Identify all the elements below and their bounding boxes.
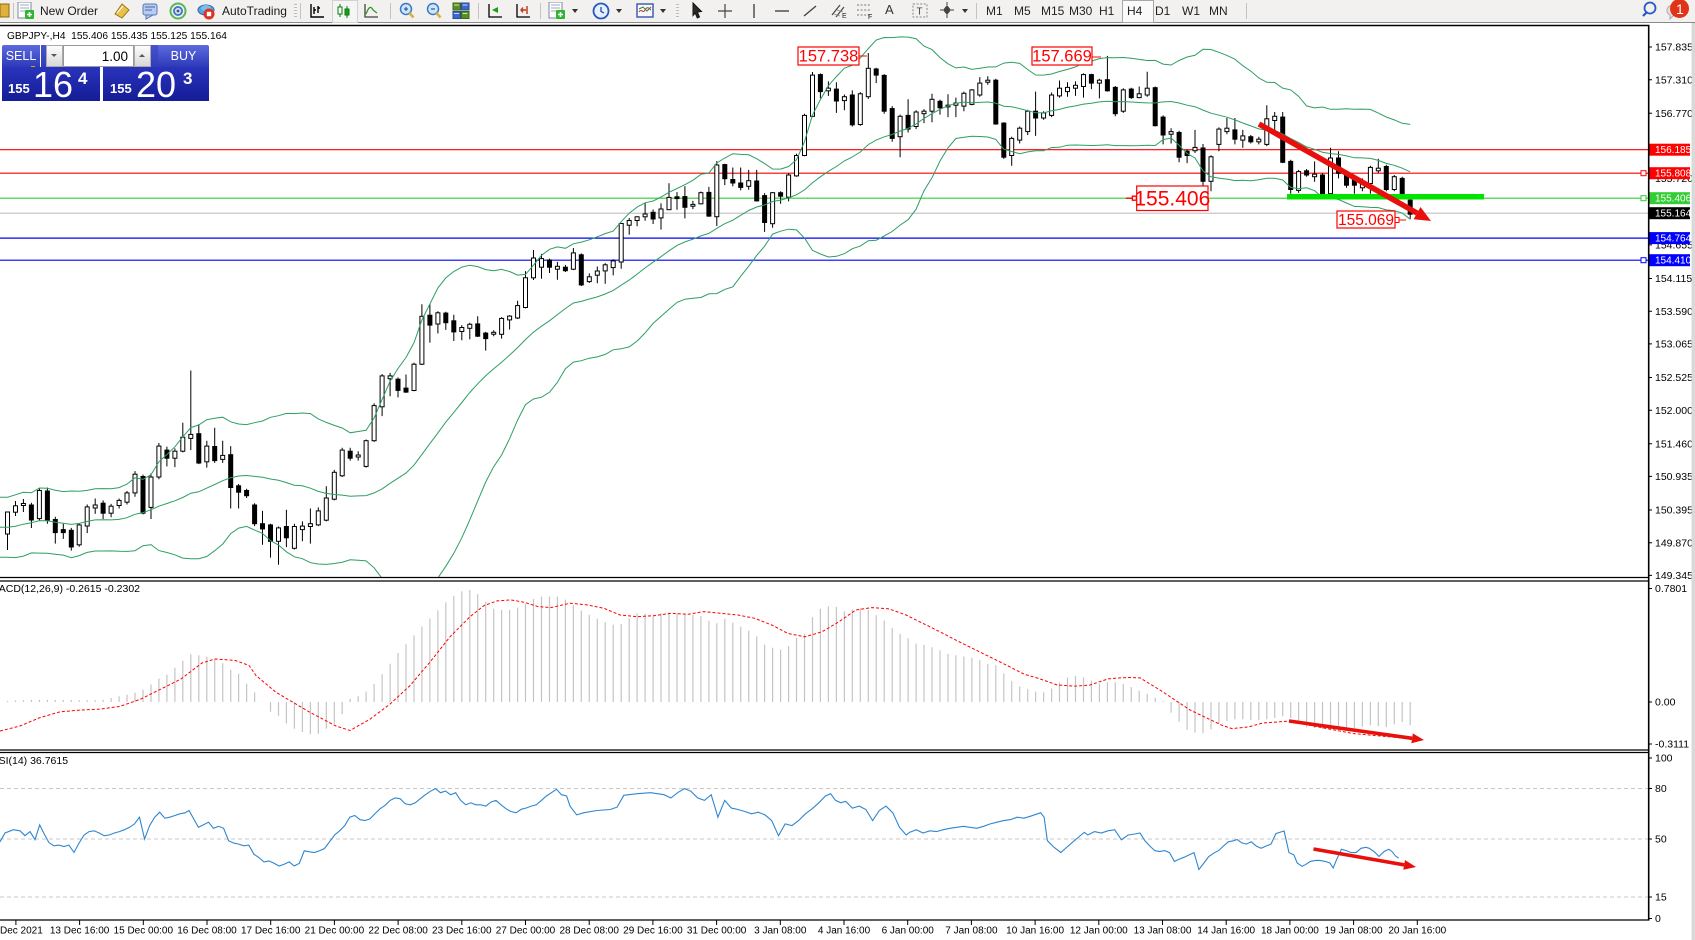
svg-text:7 Jan 08:00: 7 Jan 08:00: [945, 926, 998, 937]
svg-text:19 Jan 08:00: 19 Jan 08:00: [1325, 926, 1383, 937]
svg-text:157.669: 157.669: [1032, 48, 1092, 66]
svg-text:F: F: [868, 14, 872, 20]
svg-text:21 Dec 00:00: 21 Dec 00:00: [305, 926, 365, 937]
svg-text:20 Jan 16:00: 20 Jan 16:00: [1388, 926, 1446, 937]
svg-text:156.770: 156.770: [1655, 108, 1693, 120]
svg-text:RSI(14) 36.7615: RSI(14) 36.7615: [0, 755, 68, 767]
svg-text:152.525: 152.525: [1655, 372, 1693, 384]
svg-text:157.310: 157.310: [1655, 74, 1693, 86]
svg-text:154.410: 154.410: [1655, 256, 1692, 267]
svg-text:15: 15: [1655, 892, 1667, 904]
svg-text:17 Dec 16:00: 17 Dec 16:00: [241, 926, 301, 937]
svg-text:157.835: 157.835: [1655, 42, 1693, 54]
svg-text:150.395: 150.395: [1655, 505, 1693, 517]
svg-text:152.000: 152.000: [1655, 405, 1693, 417]
svg-text:0.00: 0.00: [1655, 697, 1676, 709]
svg-text:153.590: 153.590: [1655, 306, 1693, 318]
svg-text:100: 100: [1655, 753, 1673, 765]
svg-text:149.870: 149.870: [1655, 537, 1693, 549]
svg-text:GBPJPY-,H4 155.406 155.435 15: GBPJPY-,H4 155.406 155.435 155.125 155.1…: [7, 31, 227, 42]
svg-text:12 Jan 00:00: 12 Jan 00:00: [1070, 926, 1128, 937]
svg-text:155.406: 155.406: [1134, 187, 1210, 210]
svg-text:154.115: 154.115: [1655, 273, 1692, 285]
svg-text:31 Dec 00:00: 31 Dec 00:00: [687, 926, 747, 937]
svg-text:29 Dec 16:00: 29 Dec 16:00: [623, 926, 683, 937]
svg-text:156.185: 156.185: [1655, 145, 1692, 156]
svg-text:E: E: [842, 13, 847, 20]
svg-text:155.808: 155.808: [1655, 169, 1692, 180]
svg-text:153.065: 153.065: [1655, 339, 1693, 351]
svg-text:50: 50: [1655, 834, 1667, 846]
svg-text:0.7801: 0.7801: [1655, 583, 1687, 595]
svg-text:154.764: 154.764: [1655, 234, 1692, 245]
svg-text:28 Dec 08:00: 28 Dec 08:00: [559, 926, 619, 937]
svg-text:3 Jan 08:00: 3 Jan 08:00: [754, 926, 807, 937]
svg-text:151.460: 151.460: [1655, 438, 1693, 450]
svg-text:15 Dec 00:00: 15 Dec 00:00: [114, 926, 174, 937]
svg-text:23 Dec 16:00: 23 Dec 16:00: [432, 926, 492, 937]
svg-text:80: 80: [1655, 783, 1667, 795]
svg-text:27 Dec 00:00: 27 Dec 00:00: [496, 926, 556, 937]
svg-text:0: 0: [1655, 913, 1661, 925]
svg-text:10 Jan 16:00: 10 Jan 16:00: [1006, 926, 1064, 937]
svg-text:13 Dec 16:00: 13 Dec 16:00: [50, 926, 110, 937]
svg-text:149.345: 149.345: [1655, 570, 1693, 582]
svg-text:155.406: 155.406: [1655, 194, 1692, 205]
svg-text:18 Jan 00:00: 18 Jan 00:00: [1261, 926, 1319, 937]
svg-text:6 Jan 00:00: 6 Jan 00:00: [882, 926, 935, 937]
svg-text:155.164: 155.164: [1655, 209, 1692, 220]
svg-text:T: T: [917, 7, 923, 18]
svg-text:-0.3111: -0.3111: [1655, 739, 1689, 751]
svg-text:150.935: 150.935: [1655, 471, 1693, 483]
svg-text:157.738: 157.738: [799, 48, 859, 66]
svg-text:22 Dec 08:00: 22 Dec 08:00: [368, 926, 428, 937]
svg-text:14 Jan 16:00: 14 Jan 16:00: [1197, 926, 1255, 937]
svg-text:16 Dec 08:00: 16 Dec 08:00: [177, 926, 237, 937]
svg-text:4 Jan 16:00: 4 Jan 16:00: [818, 926, 871, 937]
svg-text:MACD(12,26,9) -0.2615 -0.2302: MACD(12,26,9) -0.2615 -0.2302: [0, 583, 140, 595]
svg-text:155.069: 155.069: [1338, 212, 1394, 229]
svg-text:Dec 2021: Dec 2021: [0, 926, 43, 937]
svg-text:13 Jan 08:00: 13 Jan 08:00: [1134, 926, 1192, 937]
